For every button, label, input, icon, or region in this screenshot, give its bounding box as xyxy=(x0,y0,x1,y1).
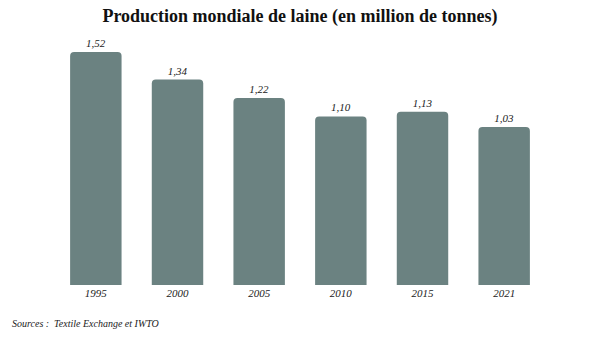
svg-text:Production mondiale de laine (: Production mondiale de laine (en million… xyxy=(102,6,497,27)
svg-text:1,22: 1,22 xyxy=(249,83,269,95)
svg-text:2010: 2010 xyxy=(330,287,353,299)
svg-text:2021: 2021 xyxy=(493,287,515,299)
svg-text:1,13: 1,13 xyxy=(413,97,433,109)
svg-text:2015: 2015 xyxy=(412,287,435,299)
svg-text:Sources : Textile Exchange et: Sources : Textile Exchange et IWTO xyxy=(12,318,159,329)
svg-text:1995: 1995 xyxy=(85,287,108,299)
svg-text:1,10: 1,10 xyxy=(331,101,351,113)
svg-text:1,03: 1,03 xyxy=(494,112,514,124)
svg-text:1,34: 1,34 xyxy=(168,65,188,77)
svg-text:2000: 2000 xyxy=(167,287,190,299)
svg-text:1,52: 1,52 xyxy=(86,37,106,49)
svg-text:2005: 2005 xyxy=(248,287,271,299)
